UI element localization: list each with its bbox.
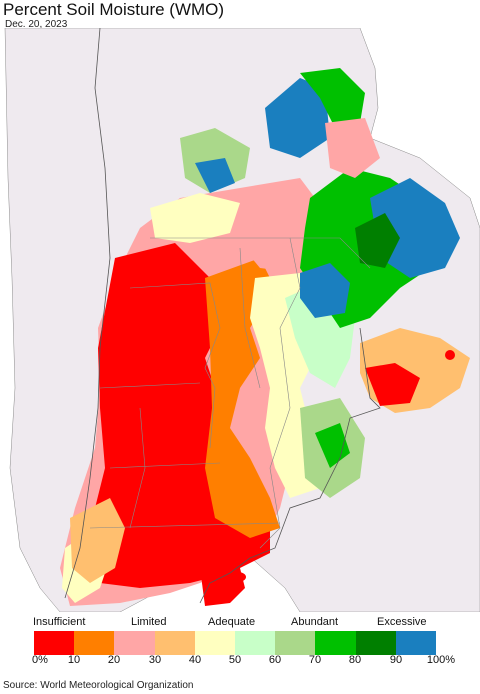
country-border bbox=[64, 27, 111, 599]
legend-tick: 60 bbox=[268, 654, 282, 666]
legend-tick: 20 bbox=[107, 654, 121, 666]
province-borders bbox=[89, 237, 371, 549]
map-title: Percent Soil Moisture (WMO) bbox=[3, 0, 225, 19]
soil-moisture-map bbox=[0, 27, 480, 613]
legend-tick: 90 bbox=[389, 654, 403, 666]
map-date: Dec. 20, 2023 bbox=[5, 19, 68, 30]
legend-swatch bbox=[74, 631, 115, 655]
coastline bbox=[199, 327, 381, 604]
legend-swatch bbox=[315, 631, 356, 655]
legend-category-abundant: Abundant bbox=[291, 616, 339, 628]
legend-color-bar bbox=[34, 631, 437, 655]
legend-swatch bbox=[114, 631, 155, 655]
legend-category-insufficient: Insufficient bbox=[33, 616, 86, 628]
legend-category-excessive: Excessive bbox=[377, 616, 427, 628]
legend-tick: 100% bbox=[426, 654, 456, 666]
legend-tick: 10 bbox=[67, 654, 81, 666]
legend-category-limited: Limited bbox=[131, 616, 167, 628]
moisture-fields bbox=[60, 68, 470, 606]
legend-swatch bbox=[34, 631, 75, 655]
legend-tick: 80 bbox=[348, 654, 362, 666]
legend-tick: 50 bbox=[228, 654, 242, 666]
legend-swatch bbox=[275, 631, 316, 655]
legend-tick: 30 bbox=[148, 654, 162, 666]
legend-tick: 0% bbox=[32, 654, 48, 666]
legend-category-adequate: Adequate bbox=[208, 616, 256, 628]
legend-swatch bbox=[395, 631, 437, 655]
legend-swatch bbox=[194, 631, 236, 655]
legend-swatch bbox=[235, 631, 276, 655]
legend-tick: 70 bbox=[308, 654, 322, 666]
legend-swatch bbox=[154, 631, 195, 655]
legend-swatch bbox=[355, 631, 396, 655]
legend: Insufficient Limited Adequate Abundant E… bbox=[0, 612, 480, 672]
legend-tick: 40 bbox=[188, 654, 202, 666]
source-credit: Source: World Meteorological Organizatio… bbox=[3, 680, 194, 691]
